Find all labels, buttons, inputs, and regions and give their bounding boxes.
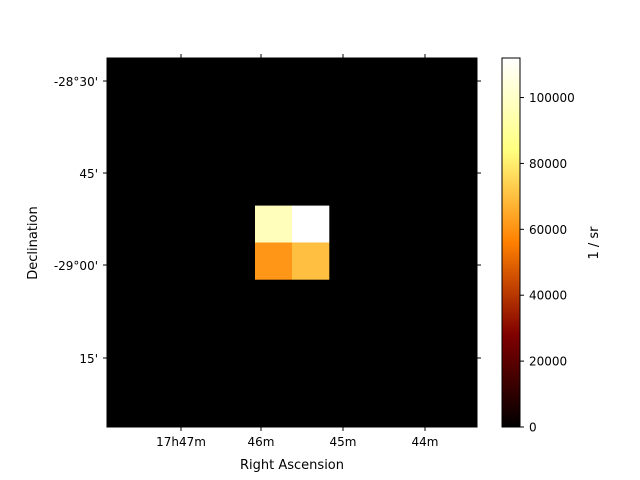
colorbar-ticks: 0 20000 40000 60000 80000 100000 [520, 91, 575, 435]
x-tick-label: 46m [248, 435, 275, 449]
y-axis-label: Declination [26, 206, 41, 280]
colorbar: 0 20000 40000 60000 80000 100000 1 / sr [501, 57, 602, 435]
x-tick-labels: 17h47m 46m 45m 44m [156, 435, 438, 449]
colorbar-tick-label: 100000 [529, 91, 575, 105]
x-tick-label: 45m [330, 435, 357, 449]
heatmap-cell [255, 242, 293, 280]
colorbar-label: 1 / sr [587, 226, 602, 260]
colorbar-tick-label: 60000 [529, 223, 567, 237]
colorbar-frame [501, 57, 521, 428]
colorbar-tick-label: 0 [529, 421, 537, 435]
x-tick-label: 44m [412, 435, 439, 449]
heatmap-cell [292, 242, 330, 280]
x-tick-label: 17h47m [156, 435, 206, 449]
y-tick-label: -29°00' [54, 259, 98, 273]
colorbar-tick-label: 40000 [529, 289, 567, 303]
plot-area [103, 54, 481, 431]
colorbar-tick-label: 20000 [529, 355, 567, 369]
y-tick-label: 45' [79, 167, 98, 181]
colorbar-gradient [502, 58, 520, 427]
axis-ticks [103, 54, 481, 431]
y-tick-label: -28°30' [54, 75, 98, 89]
heatmap-pixels [255, 205, 330, 280]
plot-frame [106, 57, 478, 428]
heatmap-cell [255, 205, 293, 243]
colorbar-tick-label: 80000 [529, 157, 567, 171]
y-tick-label: 15' [79, 352, 98, 366]
y-tick-labels: -28°30' 45' -29°00' 15' [54, 75, 98, 366]
heatmap-cell [292, 205, 330, 243]
x-axis-label: Right Ascension [240, 458, 344, 473]
